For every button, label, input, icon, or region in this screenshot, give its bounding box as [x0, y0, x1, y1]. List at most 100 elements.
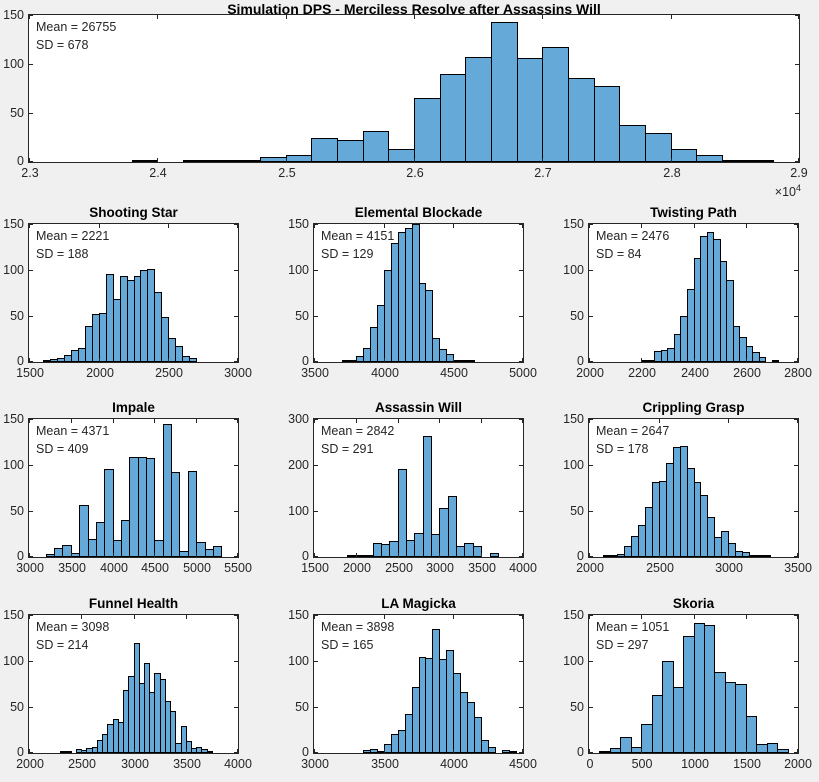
histogram-bar	[183, 160, 210, 162]
y-tick-mark	[29, 419, 33, 420]
y-tick-mark-right	[794, 707, 798, 708]
x-tick-mark	[113, 553, 114, 557]
histogram-bar	[620, 737, 632, 753]
stats-annotation: Mean = 2221 SD = 188	[36, 227, 109, 263]
histogram-bar	[181, 726, 187, 753]
x-tick-mark-top	[798, 15, 799, 19]
histogram-twisting-path: 2000 2200 2400 2600 2800 0 50 100 150 Twisting Pa…	[563, 205, 812, 380]
sd-label: SD = 214	[36, 638, 89, 653]
x-tick-label: 1500	[301, 561, 329, 575]
histogram-bar	[186, 741, 192, 753]
x-tick-label: 4000	[100, 561, 128, 575]
y-tick-mark	[589, 615, 593, 616]
histogram-bar	[170, 710, 176, 753]
chart-title: Funnel Health	[88, 596, 179, 611]
histogram-bar	[188, 470, 197, 557]
y-tick-mark-right	[519, 361, 523, 362]
x-tick-mark	[481, 553, 482, 557]
y-tick-label: 50	[570, 309, 584, 323]
mean-label: Mean = 2842	[321, 424, 395, 438]
y-tick-mark-right	[794, 661, 798, 662]
mean-label: Mean = 26755	[36, 20, 117, 34]
y-tick-mark	[589, 316, 593, 317]
histogram-bar	[440, 73, 466, 162]
y-tick-mark-right	[234, 224, 238, 225]
mean-label: Mean = 3098	[36, 620, 110, 634]
x-tick-label: 4000	[509, 561, 537, 575]
y-tick-mark	[29, 361, 33, 362]
x-tick-mark	[81, 749, 82, 753]
stats-annotation: Mean = 3098 SD = 214	[36, 618, 109, 654]
y-tick-mark-right	[234, 465, 238, 466]
stats-annotation: Mean = 3898 SD = 165	[321, 618, 394, 654]
y-tick-mark	[29, 113, 33, 114]
histogram-bar	[722, 160, 749, 162]
x-tick-label: 2.6	[406, 166, 424, 180]
plot-area	[29, 15, 799, 162]
x-tick-mark	[29, 358, 30, 362]
histogram-bar	[79, 505, 89, 557]
histogram-bar	[759, 357, 766, 362]
y-tick-mark	[29, 661, 33, 662]
chart-title: Twisting Path	[650, 205, 737, 220]
y-tick-label: 50	[295, 309, 309, 323]
plot-area	[29, 615, 238, 753]
x-tick-mark	[694, 749, 695, 753]
x-tick-mark-top	[154, 419, 155, 423]
x-tick-label: 2500	[646, 561, 674, 575]
histogram-bar	[509, 751, 517, 753]
x-tick-mark-top	[414, 15, 415, 19]
x-tick-mark	[453, 358, 454, 362]
x-tick-label: 1500	[16, 366, 44, 380]
y-tick-mark	[29, 707, 33, 708]
y-tick-mark	[29, 511, 33, 512]
x-tick-mark	[542, 158, 543, 162]
x-tick-label: 0	[586, 757, 594, 771]
histogram-bar	[542, 47, 569, 162]
x-tick-mark	[589, 358, 590, 362]
x-tick-mark-top	[797, 419, 798, 423]
stats-annotation: Mean = 4371 SD = 409	[36, 422, 109, 458]
x-tick-label: 3500	[371, 757, 399, 771]
y-tick-label: 150	[563, 412, 584, 426]
y-tick-mark	[314, 707, 318, 708]
x-tick-mark-top	[453, 224, 454, 228]
histogram-impale: 3000 3500 4000 4500 5000 5500 0 50 100 150 Impale M…	[3, 400, 252, 575]
chart-title: LA Magicka	[381, 596, 456, 611]
x-tick-label: 2800	[784, 366, 812, 380]
y-tick-mark-right	[794, 465, 798, 466]
plot-area	[314, 419, 523, 557]
chart-title: Simulation DPS - Merciless Resolve after…	[227, 1, 601, 17]
histogram-bar	[286, 155, 312, 162]
x-tick-mark-top	[314, 224, 315, 228]
x-tick-label: 2.9	[790, 166, 808, 180]
y-tick-mark	[29, 316, 33, 317]
x-tick-mark	[728, 553, 729, 557]
x-tick-label: 2.4	[149, 166, 167, 180]
y-tick-mark-right	[519, 419, 523, 420]
x-tick-mark-top	[186, 615, 187, 619]
x-tick-mark-top	[522, 224, 523, 228]
histogram-bar	[467, 360, 475, 362]
x-tick-label: 5000	[509, 366, 537, 380]
x-tick-mark	[414, 158, 415, 162]
y-tick-mark	[314, 752, 318, 753]
y-tick-mark	[589, 752, 593, 753]
x-tick-mark	[589, 749, 590, 753]
y-tick-label: 300	[288, 412, 309, 426]
y-tick-label: 100	[3, 458, 24, 472]
histogram-bar	[488, 747, 496, 753]
x-tick-mark-top	[196, 419, 197, 423]
histogram-bar	[619, 124, 646, 162]
x-tick-label: 3500	[784, 561, 812, 575]
y-tick-mark-right	[519, 707, 523, 708]
x-tick-label: 2400	[681, 366, 709, 380]
x-tick-label: 3500	[468, 561, 496, 575]
x-tick-mark-top	[113, 419, 114, 423]
sd-label: SD = 678	[36, 38, 89, 53]
histogram-bar	[763, 555, 771, 557]
y-tick-label: 0	[302, 354, 309, 368]
y-tick-label: 150	[288, 217, 309, 231]
y-tick-mark-right	[794, 556, 798, 557]
